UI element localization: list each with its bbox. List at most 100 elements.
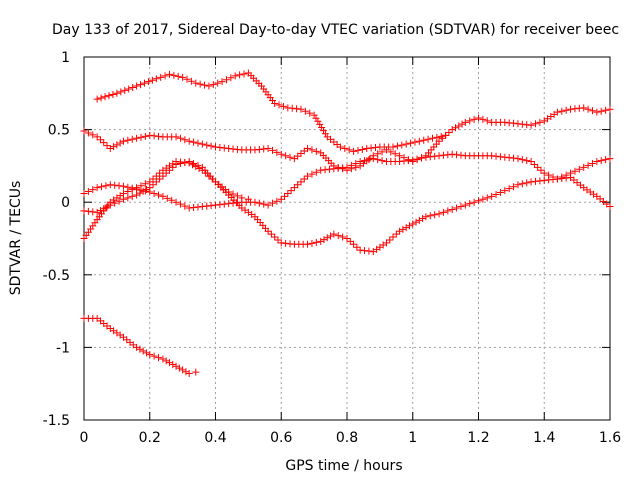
data-point	[279, 102, 287, 110]
data-point	[549, 173, 557, 181]
data-point	[97, 94, 105, 102]
data-point	[264, 201, 272, 209]
data-point	[418, 154, 426, 162]
data-point	[194, 139, 202, 147]
data-point	[142, 185, 150, 193]
data-point	[374, 156, 382, 164]
data-point	[419, 215, 427, 223]
data-point	[341, 144, 349, 152]
data-point	[172, 133, 180, 141]
data-point	[227, 74, 235, 82]
data-point	[312, 168, 320, 176]
data-point	[407, 139, 415, 147]
data-point	[575, 165, 583, 173]
data-point	[157, 73, 165, 81]
data-point	[275, 101, 283, 109]
data-point	[415, 216, 423, 224]
data-point	[300, 175, 308, 183]
data-point	[479, 195, 487, 203]
y-tick-label: 1	[61, 50, 70, 66]
data-point	[369, 155, 377, 163]
data-point	[301, 107, 309, 115]
data-point	[308, 146, 316, 154]
data-point	[110, 143, 118, 151]
data-point	[128, 135, 136, 143]
data-point	[354, 146, 362, 154]
data-point	[527, 121, 535, 129]
data-point	[133, 82, 141, 90]
data-point	[255, 199, 263, 207]
data-point	[588, 107, 596, 115]
data-point	[203, 141, 211, 149]
data-point	[277, 150, 285, 158]
data-point	[424, 135, 432, 143]
data-point	[214, 79, 222, 87]
data-point	[387, 148, 395, 156]
data-point	[103, 203, 111, 211]
data-point	[273, 148, 281, 156]
data-point	[540, 169, 548, 177]
data-point	[531, 120, 539, 128]
data-point	[146, 184, 154, 192]
data-point	[185, 137, 193, 145]
data-point	[386, 236, 394, 244]
data-point	[597, 157, 605, 165]
data-point	[593, 158, 601, 166]
data-point	[93, 184, 101, 192]
data-point	[98, 183, 106, 191]
data-point	[606, 203, 614, 211]
data-point	[327, 232, 335, 240]
data-point	[510, 183, 518, 191]
data-point	[162, 169, 170, 177]
data-point	[165, 70, 173, 78]
data-point	[150, 189, 158, 197]
data-point	[156, 175, 164, 183]
data-point	[304, 144, 312, 152]
data-point	[439, 208, 447, 216]
data-point	[294, 181, 302, 189]
data-point	[571, 167, 579, 175]
data-point	[185, 158, 193, 166]
data-point	[593, 108, 601, 116]
data-point	[602, 106, 610, 114]
data-point	[185, 370, 193, 378]
data-point	[345, 146, 353, 154]
series-track-6	[80, 314, 200, 378]
x-axis-label: GPS time / hours	[285, 458, 402, 474]
data-point	[501, 187, 509, 195]
data-point	[190, 159, 198, 167]
data-point	[356, 158, 364, 166]
x-tick-label: 1	[408, 430, 417, 446]
data-point	[149, 181, 157, 189]
data-point	[225, 188, 233, 196]
data-point	[128, 192, 136, 200]
data-point	[353, 243, 361, 251]
data-point	[304, 240, 312, 248]
data-point	[470, 198, 478, 206]
data-point	[330, 230, 338, 238]
data-point	[312, 147, 320, 155]
data-point	[176, 159, 184, 167]
data-point	[194, 161, 202, 169]
data-point	[378, 148, 386, 156]
data-point	[137, 133, 145, 141]
chart-title: Day 133 of 2017, Sidereal Day-to-day VTE…	[52, 22, 619, 38]
data-point	[488, 192, 496, 200]
data-point	[176, 200, 184, 208]
data-point	[391, 150, 399, 158]
data-point	[133, 134, 141, 142]
data-point	[317, 237, 325, 245]
data-point	[93, 133, 101, 141]
x-tick-label: 0.6	[270, 430, 292, 446]
data-point	[492, 190, 500, 198]
data-point	[347, 161, 355, 169]
data-point	[453, 204, 461, 212]
data-point	[402, 140, 410, 148]
data-point	[187, 77, 195, 85]
data-point	[588, 159, 596, 167]
data-point	[244, 195, 252, 203]
data-point	[139, 347, 147, 355]
data-point	[523, 179, 531, 187]
data-point	[606, 105, 614, 113]
data-point	[161, 72, 169, 80]
